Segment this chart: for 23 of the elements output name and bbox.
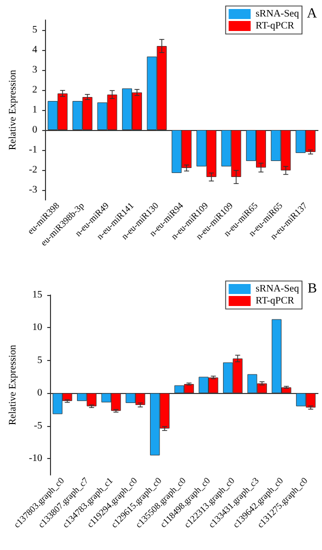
legend-label: sRNA-Seq	[256, 284, 300, 294]
legend-label: sRNA-Seq	[256, 8, 300, 20]
y-tick-label: 5	[32, 24, 38, 36]
y-tick-label: 4	[32, 44, 38, 56]
y-tick-label: 1	[32, 104, 38, 116]
legend-label: RT-qPCR	[256, 20, 294, 32]
y-tick-label: 15	[32, 290, 42, 300]
chart-title: A	[306, 6, 318, 22]
y-tick-label: -2	[28, 164, 38, 176]
y-tick-label: 0	[32, 124, 38, 136]
y-axis-title: Relative Expression	[8, 344, 18, 426]
y-tick-label: 5	[37, 354, 42, 366]
legend-label: RT-qPCR	[256, 296, 294, 306]
y-axis-title: Relative Expression	[8, 70, 18, 150]
y-tick-label: 0	[37, 388, 42, 399]
y-tick-label: 3	[32, 64, 38, 76]
y-tick-label: -5	[34, 420, 42, 432]
y-tick-label: -3	[28, 184, 38, 196]
y-tick-label: 2	[32, 84, 38, 96]
y-tick-label: -1	[28, 144, 38, 156]
y-tick-label: 10	[32, 322, 42, 334]
y-tick-label: -10	[28, 453, 42, 464]
chart-title: B	[308, 282, 318, 296]
